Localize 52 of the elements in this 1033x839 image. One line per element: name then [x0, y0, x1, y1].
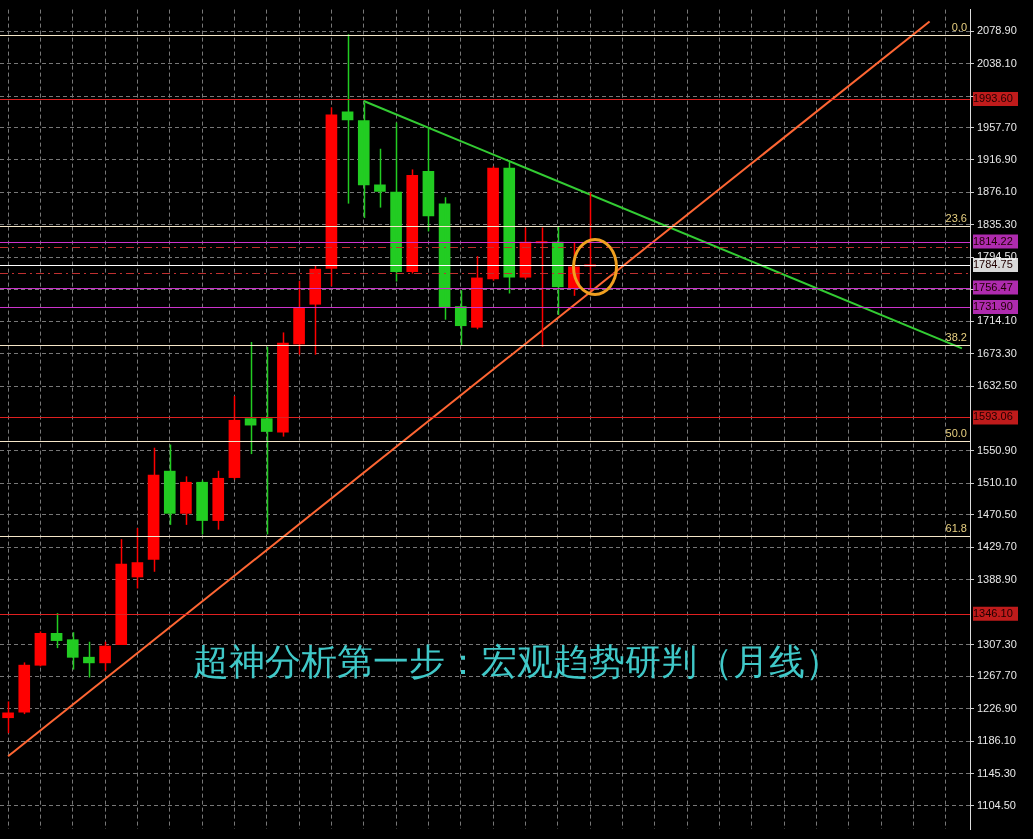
candlestick [260, 345, 273, 536]
candlestick [454, 289, 467, 346]
y-tick-label: 1145.30 [977, 766, 1016, 779]
text: 超神分析第一步：宏观趋势研判（月线） [193, 640, 841, 684]
candlestick [115, 538, 128, 646]
annotation: 23.6 [945, 211, 967, 224]
y-tick-label: 1186.10 [977, 734, 1016, 747]
y-tick-label: 2078.90 [977, 24, 1017, 37]
ref-line-label: 1346.10 [973, 606, 1013, 619]
candlestick [277, 331, 289, 438]
y-tick-label: 1550.90 [977, 444, 1017, 457]
y-tick-label: 1226.90 [977, 701, 1017, 714]
candlestick [212, 470, 225, 531]
ref-line-label: 1756.47 [973, 280, 1013, 293]
annotation: 0.0 [951, 21, 967, 34]
candlestick [487, 165, 499, 282]
candlestick [471, 255, 483, 330]
ref-line-label: 1814.22 [973, 234, 1013, 247]
ref-line-label: 1731.90 [973, 300, 1013, 313]
y-tick-label: 1876.10 [977, 185, 1017, 198]
annotation: 38.2 [945, 331, 967, 344]
y-tick-label: 1470.50 [977, 507, 1017, 520]
annotation: 50.0 [945, 427, 967, 440]
candlestick [180, 475, 192, 526]
y-tick-label: 1104.50 [977, 798, 1016, 811]
candlestick [390, 121, 402, 283]
y-tick-label: 1632.50 [977, 379, 1017, 392]
y-tick-label: 1267.70 [977, 669, 1017, 682]
y-tick-label: 1307.30 [977, 637, 1017, 650]
y-tick-label: 1388.90 [977, 572, 1017, 585]
annotation: 61.8 [945, 522, 967, 535]
y-tick-label: 1835.30 [977, 217, 1017, 230]
y-tick-label: 1916.90 [977, 152, 1017, 165]
ref-line-label: 1593.06 [973, 410, 1013, 423]
candlestick [18, 661, 31, 715]
candlestick [66, 631, 79, 671]
candlestick [374, 148, 386, 209]
candlestick [503, 160, 516, 295]
candlestick [357, 101, 370, 219]
candlestick [309, 264, 322, 356]
candlestick [99, 641, 111, 672]
y-tick-label: 2038.10 [977, 56, 1017, 69]
candlestick [163, 443, 176, 526]
candlestick [196, 479, 208, 536]
candlestick [406, 168, 419, 275]
candlestick [293, 280, 305, 356]
y-tick-label: 1429.70 [977, 540, 1017, 553]
y-tick-label: 1714.10 [977, 314, 1017, 327]
y-tick-label: 1673.30 [977, 346, 1017, 359]
ref-line-label: 1993.60 [973, 92, 1013, 105]
y-tick-label: 1510.10 [977, 476, 1017, 489]
y-tick-label: 1957.70 [977, 120, 1017, 133]
